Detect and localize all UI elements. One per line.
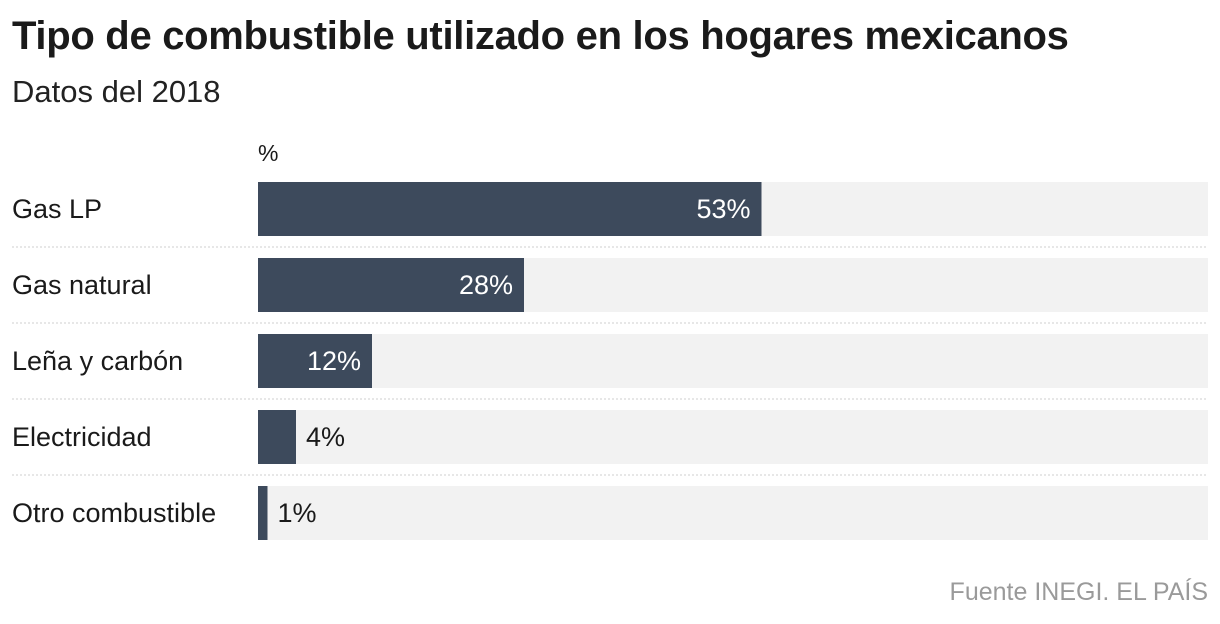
value-label: 1% [278,498,317,528]
bar [258,258,524,312]
bar-track [258,334,1208,388]
category-label: Leña y carbón [12,346,183,376]
bar [258,410,296,464]
value-label: 12% [307,346,361,376]
category-label: Otro combustible [12,498,216,528]
bar-track [258,410,1208,464]
category-label: Gas LP [12,194,102,224]
chart-subtitle: Datos del 2018 [12,74,221,109]
bar [258,486,268,540]
chart-title: Tipo de combustible utilizado en los hog… [12,14,1069,58]
bar-track [258,486,1208,540]
unit-label: % [258,140,278,166]
source-note: Fuente INEGI. EL PAÍS [949,578,1208,606]
category-label: Gas natural [12,270,152,300]
category-label: Electricidad [12,422,152,452]
value-label: 28% [459,270,513,300]
value-label: 4% [306,422,345,452]
value-label: 53% [696,194,750,224]
bar [258,334,372,388]
bar [258,182,762,236]
